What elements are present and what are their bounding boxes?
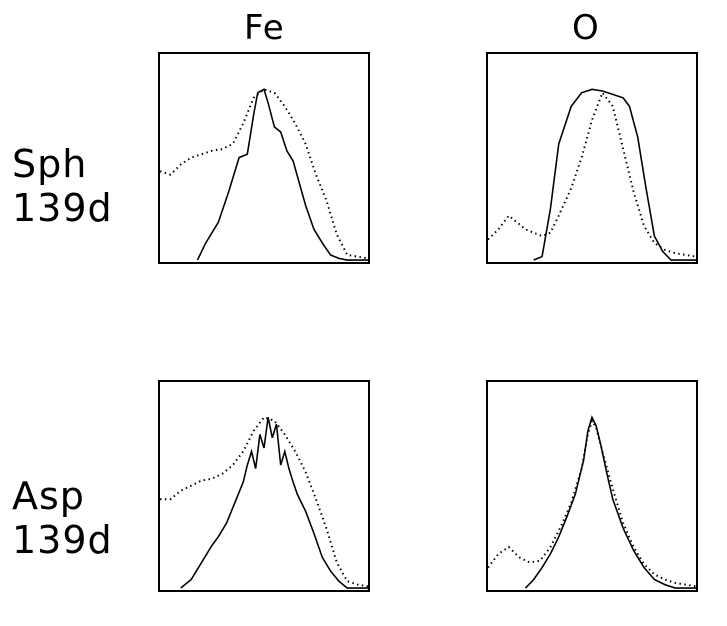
panel-asp-fe — [158, 380, 370, 592]
row-label-sph: Sph 139d — [12, 142, 113, 230]
chart-sph-o-series-solid — [533, 88, 696, 261]
panel-sph-fe — [158, 52, 370, 264]
chart-sph-fe-series-solid — [196, 88, 368, 261]
chart-asp-o-series-solid — [524, 415, 696, 589]
chart-sph-fe-series-dotted — [159, 88, 369, 260]
column-title-o: O — [572, 8, 600, 48]
row-label-sph-line2: 139d — [12, 186, 113, 230]
column-title-fe: Fe — [244, 8, 285, 48]
panel-asp-o — [486, 380, 698, 592]
chart-asp-o — [487, 415, 697, 589]
row-label-sph-line1: Sph — [12, 142, 88, 186]
chart-asp-fe-series-solid — [180, 417, 368, 589]
panel-sph-o — [486, 52, 698, 264]
row-label-asp: Asp 139d — [12, 474, 113, 562]
chart-asp-fe — [160, 416, 369, 589]
row-label-asp-line2: 139d — [12, 518, 113, 562]
chart-sph-fe — [159, 88, 369, 261]
chart-sph-o-series-dotted — [487, 90, 697, 258]
row-label-asp-line1: Asp — [12, 474, 85, 518]
chart-sph-o — [487, 88, 697, 261]
chart-asp-o-series-dotted — [487, 418, 697, 588]
chart-asp-fe-series-dotted — [160, 416, 369, 588]
